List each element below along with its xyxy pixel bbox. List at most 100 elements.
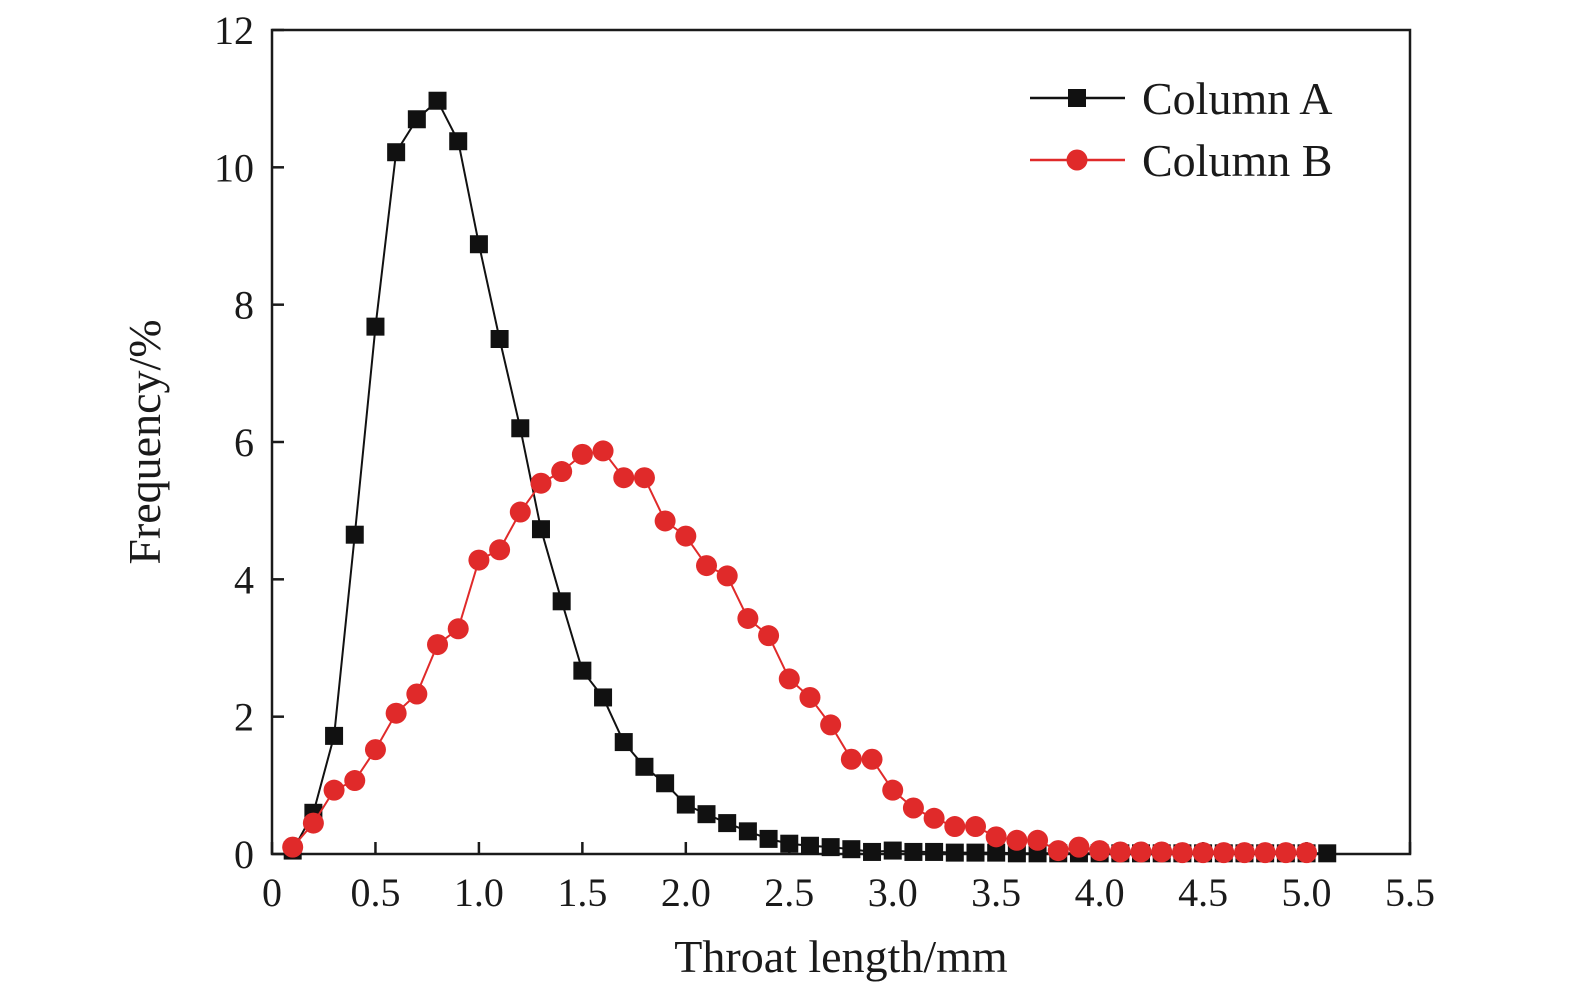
data-point bbox=[449, 132, 468, 151]
x-tick-label: 4.5 bbox=[1178, 870, 1228, 915]
data-point bbox=[987, 843, 1006, 862]
legend-item: Column B bbox=[1030, 135, 1332, 186]
data-point bbox=[778, 668, 800, 690]
data-point bbox=[511, 419, 530, 438]
data-point bbox=[716, 565, 738, 587]
legend-marker bbox=[1066, 149, 1088, 171]
y-axis-title: Frequency/% bbox=[119, 319, 170, 564]
data-point bbox=[427, 634, 449, 656]
x-tick-label: 0.5 bbox=[350, 870, 400, 915]
data-point bbox=[552, 592, 571, 611]
data-point bbox=[821, 838, 840, 857]
data-point bbox=[530, 472, 552, 494]
data-point bbox=[1213, 842, 1235, 864]
data-point bbox=[799, 686, 821, 708]
data-point bbox=[964, 816, 986, 838]
x-axis-ticks: 0 0.5 1.0 1.5 2.0 2.5 3.0 3.5 4.0 4.5 5.0 5.5 bbox=[262, 842, 1435, 915]
y-tick-label: 8 bbox=[234, 283, 254, 328]
data-point bbox=[282, 836, 304, 858]
x-tick-label: 1.5 bbox=[557, 870, 607, 915]
legend-item: Column A bbox=[1030, 73, 1332, 124]
data-point bbox=[696, 555, 718, 577]
data-point bbox=[614, 733, 633, 752]
data-point bbox=[1318, 844, 1337, 863]
data-point bbox=[428, 91, 447, 110]
series-b bbox=[282, 440, 1318, 864]
data-point bbox=[594, 688, 613, 707]
x-tick-label: 3.0 bbox=[868, 870, 918, 915]
y-tick-label: 10 bbox=[214, 145, 254, 190]
data-point bbox=[1151, 841, 1173, 863]
data-point bbox=[469, 235, 488, 254]
data-point bbox=[759, 829, 778, 848]
y-axis-ticks: 0 2 4 6 8 10 12 bbox=[214, 8, 284, 877]
data-point bbox=[718, 814, 737, 833]
data-point bbox=[842, 840, 861, 859]
data-point bbox=[925, 842, 944, 861]
data-point bbox=[1027, 829, 1049, 851]
data-point bbox=[1192, 842, 1214, 864]
data-point bbox=[385, 702, 407, 724]
data-point bbox=[902, 797, 924, 819]
data-point bbox=[344, 770, 366, 792]
data-point bbox=[613, 467, 635, 489]
data-point bbox=[1130, 841, 1152, 863]
series-layer bbox=[282, 91, 1337, 864]
data-point bbox=[1233, 842, 1255, 864]
x-tick-label: 5.5 bbox=[1385, 870, 1435, 915]
data-point bbox=[406, 683, 428, 705]
data-point bbox=[302, 812, 324, 834]
data-point bbox=[882, 779, 904, 801]
data-point bbox=[1006, 829, 1028, 851]
legend: Column A Column B bbox=[1030, 73, 1332, 186]
y-tick-label: 2 bbox=[234, 695, 254, 740]
data-point bbox=[738, 822, 757, 841]
data-point bbox=[407, 110, 426, 129]
data-point bbox=[800, 836, 819, 855]
data-point bbox=[571, 443, 593, 465]
data-point bbox=[468, 549, 490, 571]
x-tick-label: 1.0 bbox=[454, 870, 504, 915]
data-point bbox=[676, 795, 695, 814]
series-a bbox=[283, 91, 1337, 863]
legend-label: Column B bbox=[1142, 135, 1332, 186]
y-tick-label: 4 bbox=[234, 557, 254, 602]
x-tick-label: 2.0 bbox=[661, 870, 711, 915]
data-point bbox=[323, 779, 345, 801]
series-line bbox=[291, 99, 1328, 855]
data-point bbox=[345, 525, 364, 544]
data-point bbox=[945, 843, 964, 862]
data-point bbox=[366, 317, 385, 336]
data-point bbox=[780, 834, 799, 853]
data-point bbox=[1254, 842, 1276, 864]
data-point bbox=[656, 774, 675, 793]
data-point bbox=[863, 842, 882, 861]
data-point bbox=[509, 501, 531, 523]
data-point bbox=[883, 841, 902, 860]
data-point bbox=[840, 748, 862, 770]
data-point bbox=[675, 525, 697, 547]
data-point bbox=[490, 330, 509, 348]
data-point bbox=[1109, 841, 1131, 863]
data-point bbox=[325, 726, 344, 745]
data-point bbox=[1275, 842, 1297, 864]
data-point bbox=[531, 520, 550, 539]
data-point bbox=[633, 467, 655, 489]
x-axis-title: Throat length/mm bbox=[674, 931, 1008, 982]
data-point bbox=[1068, 836, 1090, 858]
x-tick-label: 0 bbox=[262, 870, 282, 915]
x-tick-label: 2.5 bbox=[764, 870, 814, 915]
data-point bbox=[573, 661, 592, 680]
x-tick-label: 5.0 bbox=[1282, 870, 1332, 915]
data-point bbox=[697, 805, 716, 824]
data-point bbox=[985, 826, 1007, 848]
data-point bbox=[635, 757, 654, 776]
data-point bbox=[966, 843, 985, 862]
data-point bbox=[364, 739, 386, 761]
y-tick-label: 0 bbox=[234, 832, 254, 877]
data-point bbox=[758, 625, 780, 647]
data-point bbox=[1089, 840, 1111, 862]
data-point bbox=[923, 807, 945, 829]
data-point bbox=[551, 461, 573, 483]
